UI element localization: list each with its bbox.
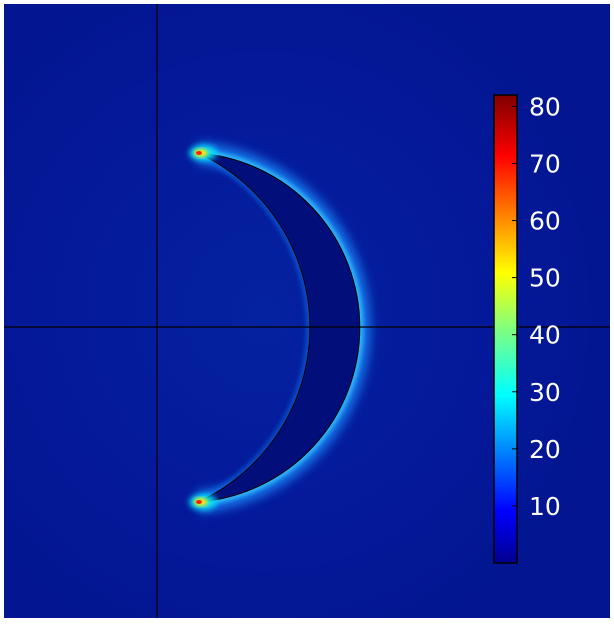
bottom-tip-hotspot [189, 494, 217, 510]
colorbar-tick-label: 30 [529, 378, 561, 407]
colorbar [493, 94, 518, 564]
colorbar-tick-label: 20 [529, 435, 561, 464]
colorbar-ticks: 10 20 30 40 50 60 70 80 [512, 92, 561, 521]
top-tip-hotspot [189, 145, 217, 161]
colorbar-tick-label: 10 [529, 492, 561, 521]
colorbar-tick-label: 80 [529, 92, 561, 121]
colorbar-tick-label: 40 [529, 321, 561, 350]
colorbar-tick-label: 60 [529, 207, 561, 236]
colorbar-tick-label: 70 [529, 149, 561, 178]
colorbar-tick-label: 50 [529, 264, 561, 293]
crescent-shape [197, 152, 361, 503]
